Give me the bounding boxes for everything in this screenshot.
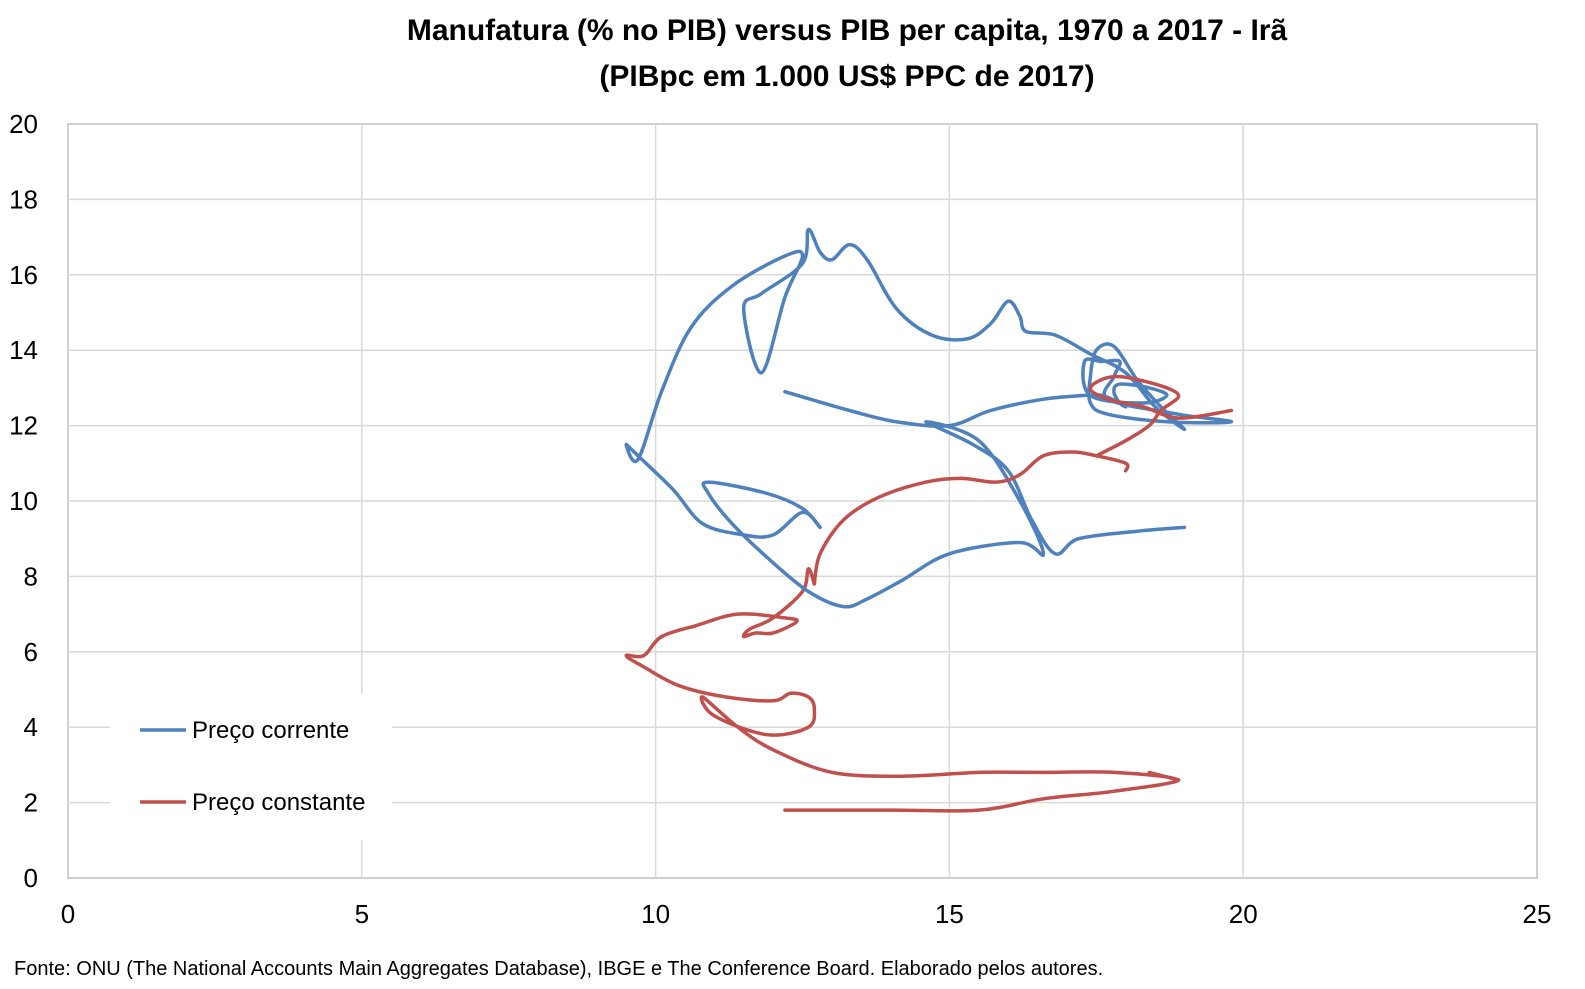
x-tick-label: 25 <box>1523 899 1552 929</box>
y-tick-label: 18 <box>9 184 38 214</box>
legend-background <box>110 694 392 840</box>
y-tick-label: 0 <box>24 863 38 893</box>
x-tick-label: 20 <box>1229 899 1258 929</box>
chart-title-line1: Manufatura (% no PIB) versus PIB per cap… <box>407 14 1288 47</box>
y-tick-label: 8 <box>24 561 38 591</box>
y-tick-label: 16 <box>9 260 38 290</box>
x-tick-label: 15 <box>935 899 964 929</box>
y-tick-label: 10 <box>9 486 38 516</box>
x-tick-label: 5 <box>355 899 369 929</box>
x-tick-label: 10 <box>641 899 670 929</box>
y-tick-label: 4 <box>24 712 38 742</box>
legend-label-preco-constante: Preço constante <box>192 789 365 816</box>
x-tick-label: 0 <box>61 899 75 929</box>
chart-title-line2: (PIBpc em 1.000 US$ PPC de 2017) <box>599 60 1094 93</box>
x-axis-ticks: 0 5 10 15 20 25 <box>61 899 1552 929</box>
y-tick-label: 12 <box>9 411 38 441</box>
y-tick-label: 14 <box>9 335 38 365</box>
y-tick-label: 6 <box>24 637 38 667</box>
y-axis-ticks: 0 2 4 6 8 10 12 14 16 18 20 <box>9 109 38 893</box>
chart-svg: Manufatura (% no PIB) versus PIB per cap… <box>0 0 1585 989</box>
legend-label-preco-corrente: Preço corrente <box>192 717 349 744</box>
y-tick-label: 2 <box>24 788 38 818</box>
series-line-3 <box>814 452 1128 584</box>
series-layer <box>626 229 1231 810</box>
legend: Preço corrente Preço constante <box>110 694 392 840</box>
y-tick-label: 20 <box>9 109 38 139</box>
series-line-1 <box>626 569 1178 811</box>
series-line-0 <box>626 229 1231 537</box>
source-note: Fonte: ONU (The National Accounts Main A… <box>14 958 1103 980</box>
